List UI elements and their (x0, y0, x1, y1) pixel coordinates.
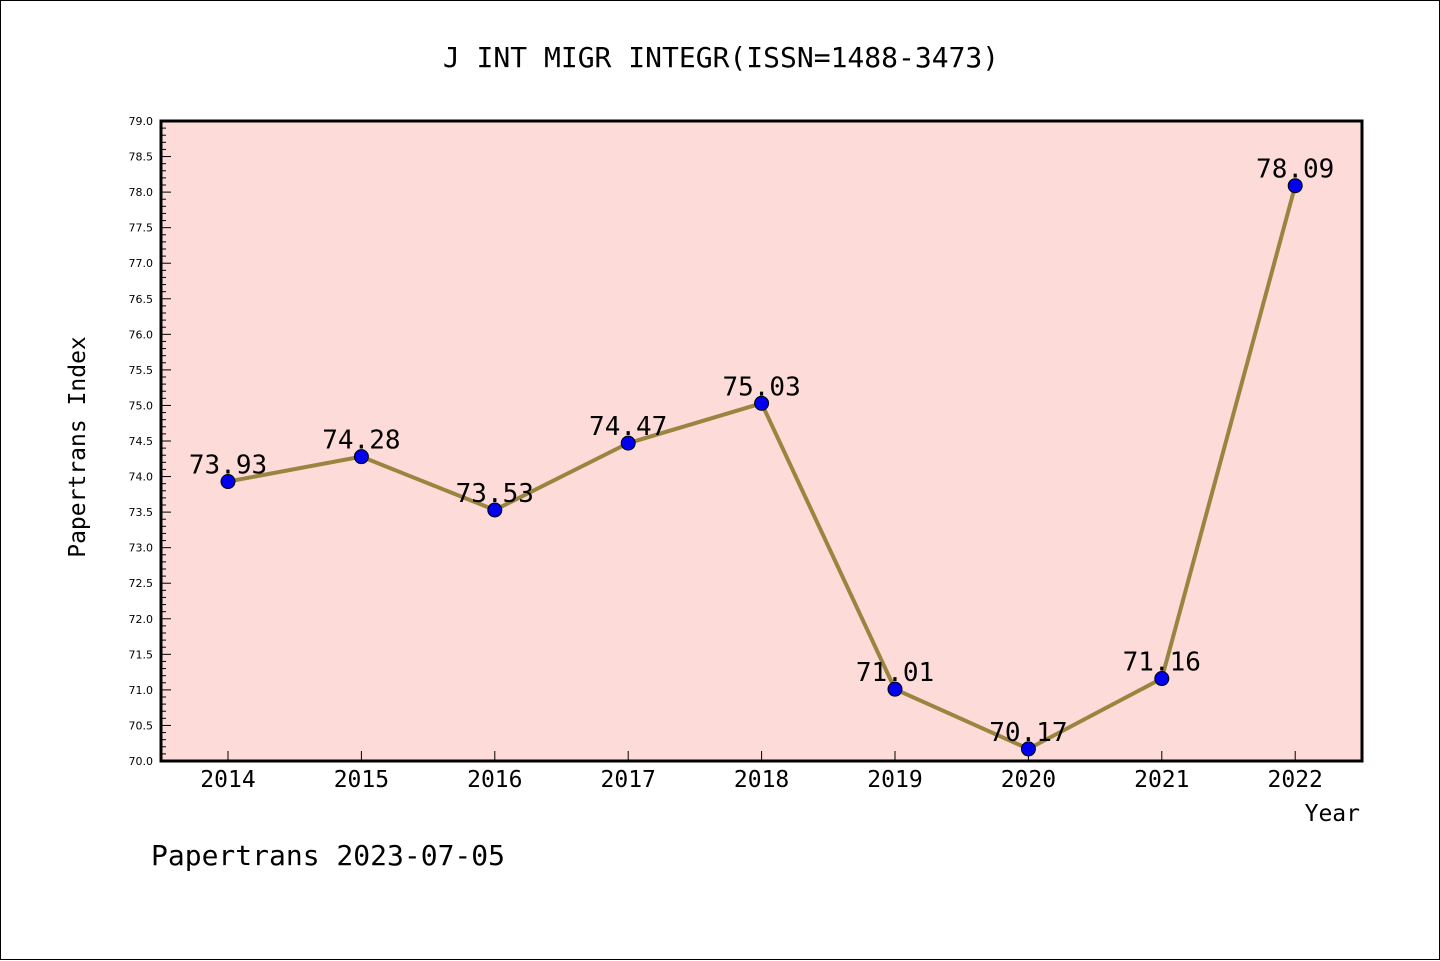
x-tick-label: 2017 (601, 767, 656, 793)
data-label: 71.16 (1123, 648, 1201, 678)
data-point (1154, 671, 1170, 687)
y-tick-label: 70.0 (129, 755, 154, 768)
line-segment (1026, 676, 1164, 751)
data-point (353, 449, 369, 465)
y-tick-label: 76.0 (129, 328, 154, 341)
data-point (487, 502, 503, 518)
y-tick-label: 73.0 (129, 542, 154, 555)
footer-text: Papertrans 2023-07-05 (151, 839, 505, 872)
x-tick-label: 2016 (467, 767, 522, 793)
x-tick-label: 2015 (334, 767, 389, 793)
y-tick-label: 78.0 (129, 186, 154, 199)
x-tick-label: 2018 (734, 767, 789, 793)
y-tick-label: 72.5 (129, 577, 154, 590)
series-line-group (226, 183, 1298, 751)
x-tick-label: 2019 (867, 767, 922, 793)
y-tick-label: 74.5 (129, 435, 154, 448)
data-point (887, 681, 903, 697)
x-tick-label: 2020 (1001, 767, 1056, 793)
y-tick-label: 75.0 (129, 399, 154, 412)
line-segment (226, 454, 364, 484)
data-label-group: 73.93 74.28 73.53 74.47 75.03 71.01 70.17 71.16… (189, 155, 1334, 748)
y-tick-label: 77.0 (129, 257, 154, 270)
y-tick-label: 71.5 (129, 648, 154, 661)
x-tick-label: 2022 (1268, 767, 1323, 793)
data-label: 73.93 (189, 451, 267, 481)
data-label: 71.01 (856, 658, 934, 688)
y-tick-label: 78.5 (129, 151, 154, 164)
data-point (220, 474, 236, 490)
marker-group (220, 178, 1303, 757)
data-point (1020, 741, 1036, 757)
data-label: 75.03 (722, 372, 800, 402)
line-segment (626, 401, 764, 446)
data-point (620, 435, 636, 451)
y-axis-label: Papertrans Index (65, 336, 91, 558)
line-segment (1159, 183, 1298, 681)
x-axis: 2014 2015 2016 2017 2018 2019 2020 2021 2022 (200, 751, 1323, 793)
y-tick-label: 72.0 (129, 613, 154, 626)
line-segment (359, 454, 497, 512)
line-segment (759, 401, 897, 692)
y-tick-label: 74.0 (129, 471, 154, 484)
line-segment (492, 441, 631, 512)
y-tick-label: 77.5 (129, 222, 154, 235)
y-tick-label: 71.0 (129, 684, 154, 697)
data-point (1287, 178, 1303, 194)
data-point (754, 395, 770, 411)
y-tick-label: 75.5 (129, 364, 154, 377)
data-label: 73.53 (456, 479, 534, 509)
y-axis: 70.0 70.5 71.0 71.5 72.0 72.5 73.0 73.5 74.0 74.5… (129, 115, 171, 768)
line-segment (893, 687, 1031, 751)
y-tick-label: 76.5 (129, 293, 154, 306)
data-label: 78.09 (1256, 155, 1334, 185)
y-tick-label: 70.5 (129, 719, 154, 732)
data-label: 74.47 (589, 412, 667, 442)
y-tick-label: 79.0 (129, 115, 154, 128)
plot-area (159, 119, 1364, 763)
data-label: 70.17 (989, 718, 1067, 748)
data-label: 74.28 (322, 426, 400, 456)
x-tick-label: 2021 (1134, 767, 1189, 793)
y-tick-label: 73.5 (129, 506, 154, 519)
x-axis-label: Year (1305, 801, 1360, 827)
x-tick-label: 2014 (200, 767, 255, 793)
chart-title: J INT MIGR INTEGR(ISSN=1488-3473) (443, 41, 999, 74)
